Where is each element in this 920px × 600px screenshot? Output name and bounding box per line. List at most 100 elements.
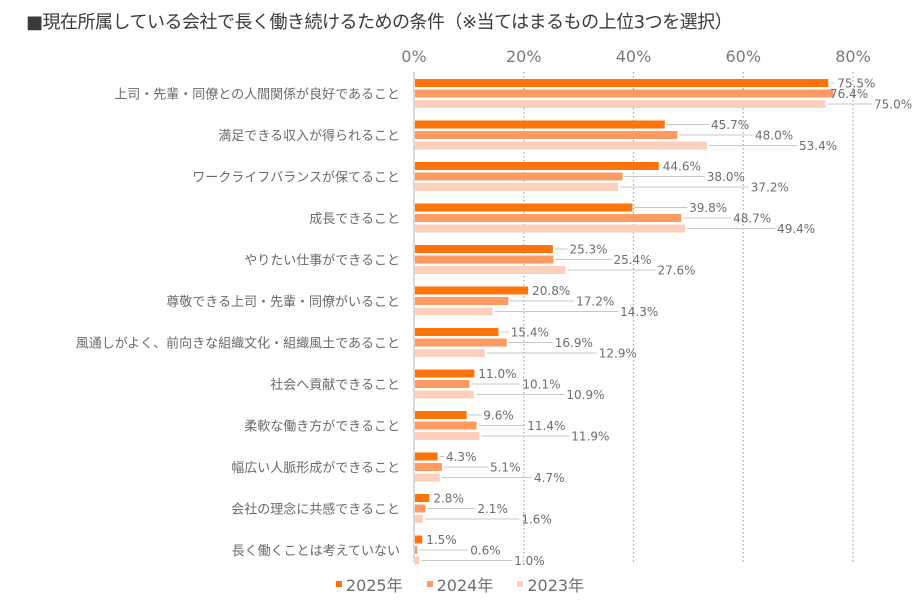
bar-2025 xyxy=(414,411,467,419)
x-tick-label: 0% xyxy=(401,47,426,66)
x-tick-label: 80% xyxy=(835,47,871,66)
legend-label: 2023年 xyxy=(527,576,585,595)
legend-label: 2025年 xyxy=(345,576,403,595)
category-label: やりたい仕事ができること xyxy=(244,254,400,269)
bar-2025 xyxy=(414,120,665,129)
data-label: 12.9% xyxy=(599,347,637,361)
x-tick-label: 40% xyxy=(616,47,652,66)
bar-2025 xyxy=(414,286,529,295)
legend-item: 2025年 xyxy=(335,572,403,596)
bar-2023 xyxy=(414,390,474,399)
legend-item: 2023年 xyxy=(517,572,584,596)
data-label: 49.4% xyxy=(777,222,815,236)
category-label: 柔軟な働き方ができること xyxy=(244,419,400,435)
data-label: 25.4% xyxy=(613,253,651,267)
data-label: 75.5% xyxy=(837,77,875,91)
data-label: 75.0% xyxy=(874,98,912,112)
data-label: 16.9% xyxy=(555,336,593,350)
data-label: 10.9% xyxy=(566,388,604,402)
category-label: 長く働くことは考えていない xyxy=(232,544,400,559)
bars xyxy=(414,79,834,565)
bar-2023 xyxy=(414,307,493,316)
bar-2024 xyxy=(414,131,678,139)
bar-2024 xyxy=(414,338,507,347)
gridlines xyxy=(523,72,854,562)
data-label: 2.1% xyxy=(477,502,508,516)
data-label: 11.0% xyxy=(478,367,516,381)
data-label: 44.6% xyxy=(663,160,701,174)
bar-2024 xyxy=(414,297,509,305)
bar-2025 xyxy=(414,535,423,544)
category-label: 社会へ貢献できること xyxy=(270,377,400,393)
data-label: 10.1% xyxy=(522,378,560,392)
data-label: 39.8% xyxy=(689,201,727,215)
bar-2023 xyxy=(414,515,423,523)
bar-2023 xyxy=(414,183,619,191)
bar-2024 xyxy=(414,89,834,98)
data-label: 48.0% xyxy=(755,129,793,143)
category-label: 会社の理念に共感できること xyxy=(231,502,400,518)
category-label: ワークライフバランスが保てること xyxy=(192,171,400,186)
data-label: 11.9% xyxy=(571,430,609,444)
bar-2024 xyxy=(414,172,623,181)
bar-2025 xyxy=(414,79,829,87)
bar-2025 xyxy=(414,203,633,212)
data-label: 14.3% xyxy=(620,305,658,319)
bar-2023 xyxy=(414,266,566,274)
bar-2025 xyxy=(414,245,553,253)
category-label: 成長できること xyxy=(309,212,400,227)
data-label: 1.5% xyxy=(426,533,457,547)
data-label: 1.0% xyxy=(514,554,545,568)
bar-2025 xyxy=(414,494,430,502)
data-label: 76.4% xyxy=(830,87,868,101)
bar-2024 xyxy=(414,546,418,554)
data-label: 38.0% xyxy=(707,170,745,184)
x-axis-ticks: 0% 20% 40% 60% 80% xyxy=(401,47,870,66)
chart-title: ■現在所属している会社で長く働き続けるための条件（※当てはまるもの上位3つを選択… xyxy=(26,8,733,34)
data-label: 4.3% xyxy=(446,450,477,464)
x-tick-label: 20% xyxy=(506,47,542,66)
data-label: 1.6% xyxy=(521,513,552,527)
bar-2023 xyxy=(414,224,686,233)
category-label: 尊敬できる上司・先輩・同僚がいること xyxy=(166,294,400,310)
data-labels: 75.5%76.4% 75.0% 45.7% 48.0% 53.4% 44.6% 38.0%… xyxy=(426,77,912,569)
bar-2024 xyxy=(414,214,682,222)
data-label: 53.4% xyxy=(799,139,837,153)
legend-swatch xyxy=(426,581,433,587)
data-label: 48.7% xyxy=(733,212,771,226)
data-label: 11.4% xyxy=(527,419,565,433)
leader-lines xyxy=(419,82,872,561)
bar-2025 xyxy=(414,452,438,461)
bar-2025 xyxy=(414,328,499,336)
legend-item: 2024年 xyxy=(426,572,494,596)
chart-title-text: ■現在所属している会社で長く働き続けるための条件（※当てはまるもの上位3つを選択… xyxy=(26,12,733,33)
data-label: 15.4% xyxy=(511,326,549,340)
category-labels: 上司・先輩・同僚との人間関係が良好であること満足できる収入が得られることワークラ… xyxy=(76,87,400,560)
bar-2024 xyxy=(414,380,470,388)
legend-label: 2024年 xyxy=(436,576,494,595)
data-label: 2.8% xyxy=(433,492,464,506)
data-label: 25.3% xyxy=(569,243,607,257)
bar-2023 xyxy=(414,556,420,565)
data-label: 27.6% xyxy=(657,264,695,278)
legend-swatch xyxy=(517,581,524,587)
data-label: 37.2% xyxy=(751,181,789,195)
bar-2025 xyxy=(414,369,475,378)
bar-2023 xyxy=(414,432,480,440)
data-label: 4.7% xyxy=(534,471,565,485)
x-tick-label: 60% xyxy=(725,47,761,66)
bar-2023 xyxy=(414,100,826,108)
bar-2024 xyxy=(414,255,554,264)
data-label: 0.6% xyxy=(470,544,501,558)
data-label: 20.8% xyxy=(532,284,570,298)
data-label: 17.2% xyxy=(576,295,614,309)
legend-swatch xyxy=(335,581,342,587)
bar-2024 xyxy=(414,463,442,471)
bar-2025 xyxy=(414,162,659,170)
bar-2023 xyxy=(414,349,485,357)
legend: 2025年 2024年 2023年 xyxy=(0,572,920,596)
bar-2023 xyxy=(414,473,440,482)
bar-2024 xyxy=(414,504,426,513)
category-label: 幅広い人脈形成ができること xyxy=(231,461,400,476)
